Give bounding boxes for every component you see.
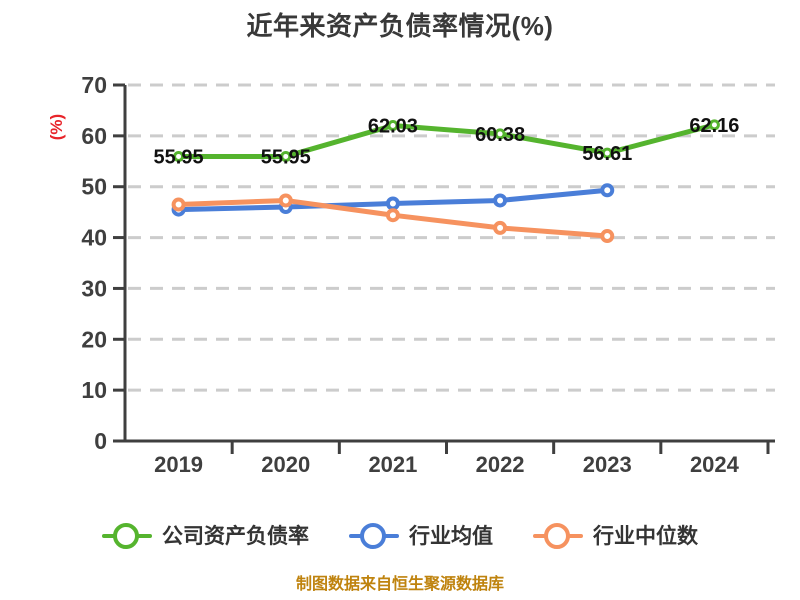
x-axis-tick-label: 2021 xyxy=(368,452,417,477)
data-point-label: 62.03 xyxy=(368,116,418,138)
x-axis-tick-label: 2023 xyxy=(583,452,632,477)
y-axis-tick-label: 20 xyxy=(81,326,107,352)
y-axis-tick-label: 60 xyxy=(81,123,107,149)
data-point-label: 56.61 xyxy=(582,143,632,165)
y-axis-tick-label: 10 xyxy=(81,377,107,403)
x-axis-tick-label: 2024 xyxy=(690,452,740,477)
data-point-marker-company-debt-ratio xyxy=(387,120,399,132)
y-axis-tick-label: 70 xyxy=(81,72,107,98)
data-point-marker-industry-median xyxy=(385,208,400,223)
legend-item-industry-median: 行业中位数 xyxy=(533,522,698,550)
x-axis-tick-label: 2022 xyxy=(476,452,525,477)
chart-legend: 公司资产负债率 行业均值 行业中位数 xyxy=(0,522,800,550)
data-source-note: 制图数据来自恒生聚源数据库 xyxy=(295,576,504,593)
y-axis-tick-label: 30 xyxy=(81,275,107,301)
legend-item-industry-mean: 行业均值 xyxy=(349,522,493,550)
data-point-marker-company-debt-ratio xyxy=(494,128,506,140)
legend-item-label: 行业均值 xyxy=(409,524,493,548)
company-debt-ratio-legend-marker-icon xyxy=(102,522,152,550)
data-point-marker-industry-median xyxy=(171,197,186,212)
chart-title: 近年来资产负债率情况(%) xyxy=(246,11,554,41)
line-chart-plot: 0 10 20 30 40 50 60 70 2019 2020 2021 2022 2023 2024 (… xyxy=(47,72,775,477)
data-point-marker-industry-mean xyxy=(385,196,400,211)
legend-item-company-debt-ratio: 公司资产负债率 xyxy=(102,522,309,550)
data-point-label: 55.95 xyxy=(154,146,204,168)
data-point-marker-company-debt-ratio xyxy=(173,150,185,162)
data-point-marker-industry-mean xyxy=(600,183,615,198)
y-axis-tick-label: 40 xyxy=(81,225,107,251)
data-point-marker-industry-median xyxy=(493,220,508,235)
industry-median-legend-marker-icon xyxy=(533,522,583,550)
data-point-label: 55.95 xyxy=(261,146,311,168)
y-axis-tick-label: 0 xyxy=(94,428,107,454)
industry-mean-legend-marker-icon xyxy=(349,522,399,550)
data-point-label: 62.16 xyxy=(689,115,739,137)
x-axis-tick-label: 2020 xyxy=(261,452,310,477)
axis-lines xyxy=(123,85,775,443)
series-line-company-debt-ratio xyxy=(176,122,717,159)
data-point-marker-industry-median xyxy=(600,229,615,244)
y-axis-unit-label: (%) xyxy=(47,114,66,140)
data-point-marker-company-debt-ratio xyxy=(601,147,613,159)
data-point-marker-industry-median xyxy=(278,193,293,208)
legend-item-label: 公司资产负债率 xyxy=(162,524,309,548)
data-point-marker-company-debt-ratio xyxy=(280,150,292,162)
data-point-label: 60.38 xyxy=(475,124,525,146)
x-axis-tick-label: 2019 xyxy=(154,452,203,477)
legend-item-label: 行业中位数 xyxy=(593,524,698,548)
data-point-marker-industry-mean xyxy=(493,193,508,208)
data-point-marker-company-debt-ratio xyxy=(708,119,720,131)
y-axis-tick-label: 50 xyxy=(81,174,107,200)
